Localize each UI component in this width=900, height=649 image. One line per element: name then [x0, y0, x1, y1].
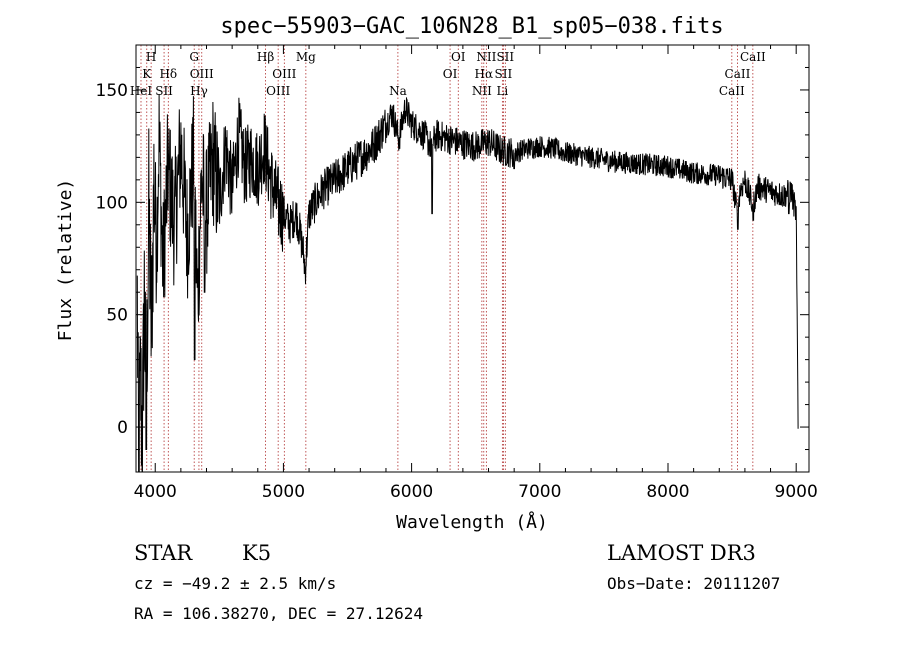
redshift-velocity: cz = −49.2 ± 2.5 km/s [134, 574, 336, 593]
line-label-6: OIII [190, 67, 214, 81]
y-tick-label-1: 50 [106, 306, 128, 326]
line-label-14: OI [443, 67, 458, 81]
line-label-8: Hβ [257, 50, 274, 64]
line-label-23: CaII [719, 84, 745, 98]
line-label-3: Hδ [159, 67, 177, 81]
object-subclass: K5 [242, 541, 271, 565]
line-label-15: NII [476, 50, 496, 64]
x-tick-label-2: 6000 [390, 482, 433, 502]
spectral-line-markers [140, 45, 754, 472]
x-axis-ticks: 4000 5000 6000 7000 8000 9000 [134, 45, 818, 502]
spectral-line-labels: HKHeIHδSIIGOIIIHγHβOIIIOIIIMgNaOIOINIIHα… [130, 50, 766, 98]
x-tick-label-3: 7000 [518, 482, 561, 502]
plot-frame [135, 44, 810, 473]
line-label-12: Na [389, 84, 407, 98]
x-tick-label-1: 5000 [262, 482, 305, 502]
line-label-13: OI [451, 50, 466, 64]
line-label-4: SII [155, 84, 173, 98]
y-tick-label-3: 150 [96, 81, 128, 101]
line-label-18: SII [496, 50, 514, 64]
y-tick-label-2: 100 [96, 193, 128, 213]
line-label-1: K [142, 67, 152, 81]
x-tick-label-5: 9000 [775, 482, 818, 502]
x-tick-label-4: 8000 [646, 482, 689, 502]
chart-title: spec−55903−GAC_106N28_B1_sp05−038.fits [220, 14, 723, 39]
survey-name: LAMOST DR3 [607, 541, 756, 565]
line-label-22: CaII [725, 67, 751, 81]
x-axis-label: Wavelength (Å) [396, 511, 548, 533]
line-label-2: HeI [130, 84, 153, 98]
line-label-7: Hγ [190, 84, 208, 98]
x-tick-label-0: 4000 [134, 482, 177, 502]
line-label-5: G [189, 50, 199, 64]
line-label-19: SII [495, 67, 513, 81]
spectrum-series [136, 93, 799, 472]
observation-date: Obs−Date: 20111207 [607, 574, 780, 593]
line-label-0: H [146, 50, 156, 64]
y-axis-label: Flux (relative) [55, 179, 76, 342]
line-label-21: CaII [740, 50, 766, 64]
line-label-9: OIII [272, 67, 296, 81]
y-tick-label-0: 0 [117, 418, 128, 438]
line-label-17: NII [472, 84, 492, 98]
y-axis-ticks: 0 50 100 150 [96, 44, 809, 473]
line-label-10: OIII [266, 84, 290, 98]
line-label-11: Mg [296, 50, 316, 64]
object-class: STAR [134, 541, 193, 565]
line-label-20: Li [496, 84, 508, 98]
line-label-16: Hα [474, 67, 493, 81]
sky-coordinates: RA = 106.38270, DEC = 27.12624 [134, 604, 423, 623]
